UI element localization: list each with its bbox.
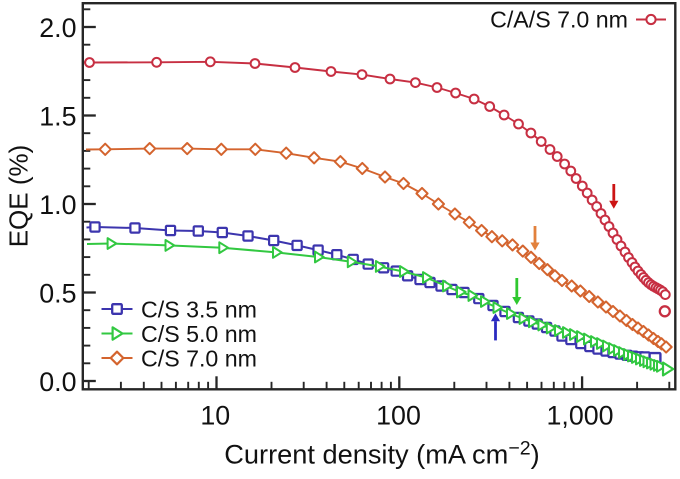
- svg-text:1.0: 1.0: [39, 190, 76, 220]
- svg-text:C/S 5.0 nm: C/S 5.0 nm: [141, 321, 257, 347]
- svg-text:1,000: 1,000: [546, 400, 613, 430]
- svg-text:C/S 3.5 nm: C/S 3.5 nm: [141, 297, 257, 323]
- svg-text:0.0: 0.0: [39, 367, 76, 397]
- svg-text:100: 100: [376, 400, 421, 430]
- svg-text:0.5: 0.5: [39, 279, 76, 309]
- svg-text:2.0: 2.0: [39, 13, 76, 43]
- svg-text:10: 10: [200, 400, 230, 430]
- svg-text:C/S 7.0 nm: C/S 7.0 nm: [141, 346, 257, 372]
- svg-text:1.5: 1.5: [39, 102, 76, 132]
- svg-text:C/A/S 7.0 nm: C/A/S 7.0 nm: [490, 7, 628, 33]
- svg-text:EQE (%): EQE (%): [4, 145, 34, 248]
- svg-text:Current density (mA cm−2): Current density (mA cm−2): [224, 438, 539, 470]
